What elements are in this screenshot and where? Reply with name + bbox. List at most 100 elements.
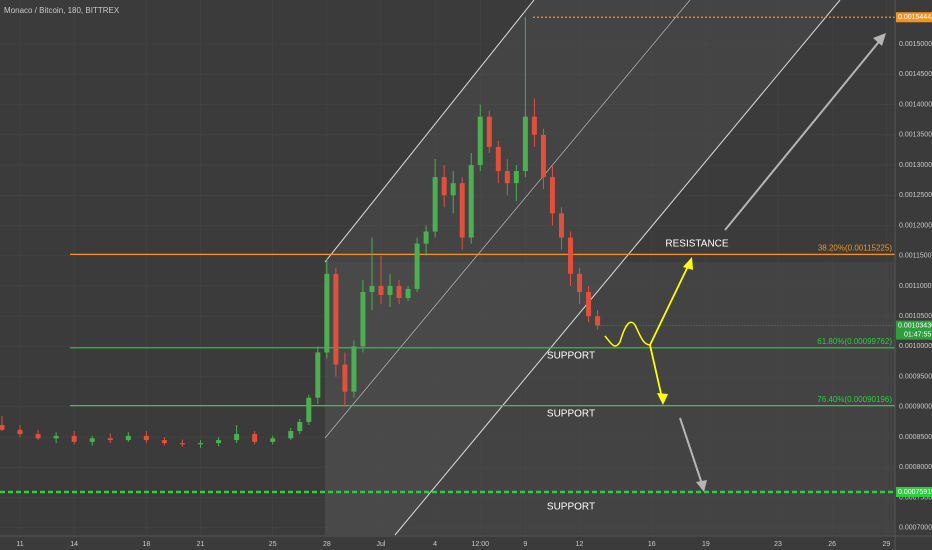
candle-body (216, 440, 222, 444)
grid (0, 0, 895, 535)
arrowhead (683, 257, 693, 270)
x-tick-label: 25 (269, 541, 277, 548)
x-tick-label: 11 (16, 541, 23, 548)
x-tick-label: 9 (523, 541, 527, 548)
x-tick-label: Jul (377, 541, 386, 548)
y-tick-label: 0.00150000 (899, 41, 932, 48)
candle-body (540, 134, 546, 178)
candle-body (270, 438, 276, 442)
candle-body (387, 285, 393, 296)
x-tick-label: 16 (648, 541, 656, 548)
gray-arrow-up (724, 37, 883, 231)
candle-body (351, 346, 357, 392)
candle-body (549, 177, 555, 214)
candle-body (143, 435, 149, 441)
candle-body (35, 434, 41, 439)
candle-body (369, 285, 375, 292)
candle-body (586, 291, 592, 317)
candle-body (315, 352, 321, 398)
x-tick-label: 26 (828, 541, 836, 548)
price-tag-label: 0.00154443 (898, 14, 932, 21)
price-tag-label: 0.00075915 (898, 489, 932, 496)
candle-body (558, 213, 564, 238)
annotation: RESISTANCE (665, 239, 728, 250)
candle-body (342, 364, 348, 392)
channel-fill (325, 0, 840, 535)
last-price-tag (896, 320, 932, 340)
candle-body (17, 429, 23, 435)
x-tick-label: 29 (882, 541, 890, 548)
countdown: 01:47:55 (904, 331, 931, 338)
level-label: 61.80%(0.00099762) (817, 337, 892, 346)
candle-body (107, 438, 113, 441)
price-tag (896, 486, 932, 497)
candle-body (53, 435, 59, 439)
candle-body (486, 116, 492, 147)
candle-body (595, 316, 601, 326)
candle-body (477, 116, 483, 166)
level-label: 38.20%(0.00115225) (818, 243, 892, 252)
candles (0, 17, 601, 448)
x-tick-label: 21 (197, 541, 205, 548)
x-tick-label: 4 (433, 541, 437, 548)
candle-body (179, 443, 185, 445)
date-range-shade (325, 262, 895, 535)
candle-body (423, 231, 429, 244)
candle-body (513, 171, 519, 184)
candle-body (432, 177, 438, 232)
candle-body (531, 116, 537, 135)
x-tick-label: 12:00 (471, 541, 489, 548)
wave-drawing (604, 321, 651, 347)
y-tick-label: 0.00110000 (899, 283, 932, 290)
x-tick-label: 19 (702, 541, 710, 548)
x-tick-label: 28 (323, 541, 331, 548)
candle-body (360, 291, 366, 347)
x-tick-label: 23 (774, 541, 782, 548)
annotation: SUPPORT (547, 409, 595, 420)
gray-arrow-down (679, 417, 703, 485)
candle-body (306, 397, 312, 422)
y-tick-label: 0.00115000 (899, 253, 932, 260)
candle-body (333, 273, 339, 365)
annotation: SUPPORT (547, 351, 595, 362)
candle-body (71, 435, 77, 442)
chart-title: Monaco / Bitcoin, 180, BITTREX (4, 6, 120, 15)
candle-body (252, 434, 258, 442)
arrowhead (873, 33, 886, 46)
candle-body (234, 434, 240, 441)
level-label: 76.40%(0.00090196) (817, 395, 892, 404)
annotation: SUPPORT (547, 502, 595, 513)
candle-body (198, 443, 204, 445)
candle-body (324, 273, 330, 353)
candle-body (495, 146, 501, 172)
candle-body (89, 438, 95, 442)
candle-body (0, 424, 5, 430)
candle-body (396, 285, 402, 299)
yellow-arrow-down (649, 344, 663, 399)
channel-lower (394, 0, 841, 536)
candle-body (441, 177, 447, 196)
candle-body (577, 273, 583, 292)
candle-body (378, 285, 384, 296)
channel-upper (324, 0, 535, 263)
arrowhead (657, 393, 668, 405)
yellow-arrow-up (649, 261, 691, 346)
arrowhead (696, 480, 707, 492)
channel-mid (324, 0, 691, 439)
candle-body (567, 237, 573, 274)
candle-body (125, 435, 131, 441)
x-tick-label: 14 (70, 541, 78, 548)
last-price-label: 0.00103436 (898, 322, 932, 329)
